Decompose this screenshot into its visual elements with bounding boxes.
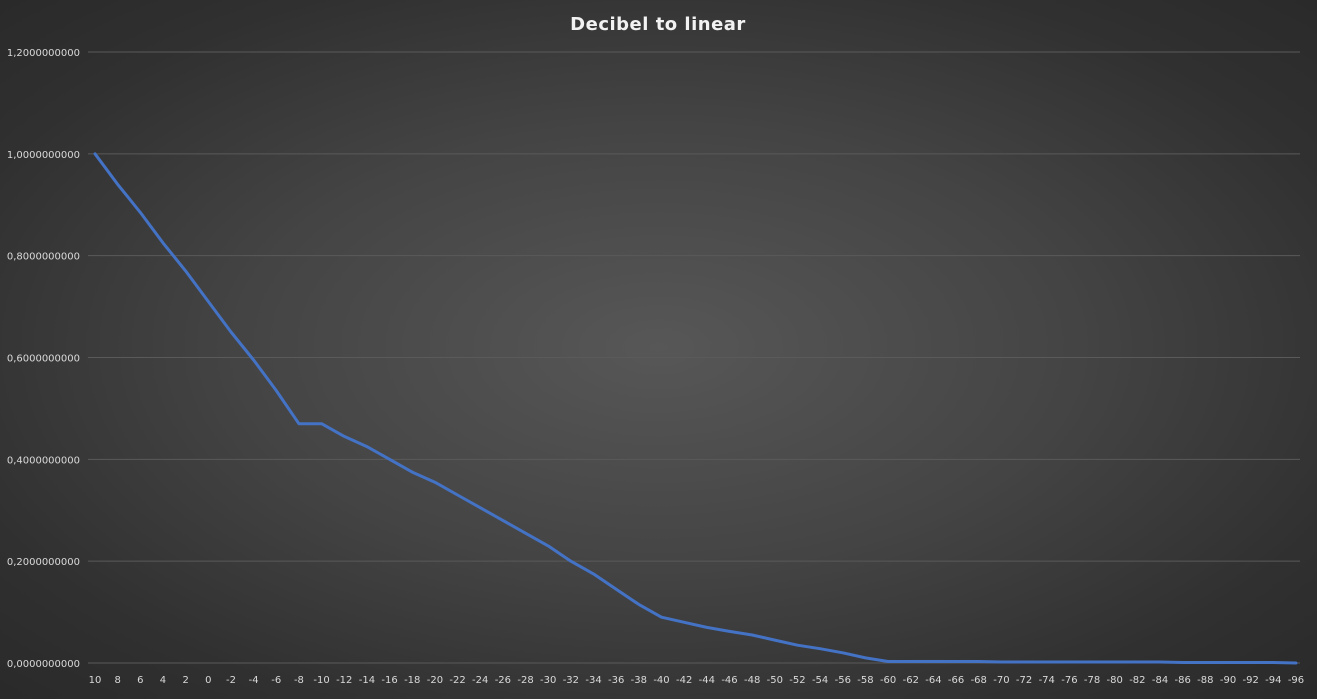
- gridlines: [88, 51, 1300, 664]
- x-tick-label: -88: [1197, 675, 1213, 686]
- x-tick-label: -76: [1061, 675, 1077, 686]
- x-tick-label: -48: [744, 675, 760, 686]
- x-tick-label: 6: [137, 675, 143, 686]
- x-tick-label: -58: [857, 675, 873, 686]
- x-tick-label: 4: [160, 675, 166, 686]
- x-tick-label: -32: [563, 675, 579, 686]
- x-tick-label: -54: [812, 675, 828, 686]
- x-tick-label: -38: [631, 675, 647, 686]
- x-tick-label: -28: [517, 675, 533, 686]
- x-tick-label: -42: [676, 675, 692, 686]
- series-line: [93, 152, 1298, 665]
- x-tick-label: -62: [903, 675, 919, 686]
- x-tick-label: -90: [1220, 675, 1236, 686]
- x-tick-label: -80: [1107, 675, 1123, 686]
- x-tick-label: -8: [294, 675, 304, 686]
- x-tick-label: -56: [835, 675, 851, 686]
- x-tick-label: -78: [1084, 675, 1100, 686]
- x-axis-tick-labels: 10 8 6 4 2 0 -2 -4 -6 -8 -10 -12 -14 -16 -18 -20 -22 -24-…: [89, 675, 1305, 686]
- y-axis-tick-labels: 0,0000000000 0,2000000000 0,4000000000 0,60…: [7, 48, 80, 670]
- x-tick-label: -2: [226, 675, 236, 686]
- x-tick-label: -82: [1129, 675, 1145, 686]
- y-tick-label: 1,0000000000: [7, 150, 80, 161]
- chart-title: Decibel to linear: [570, 14, 746, 35]
- x-tick-label: -14: [359, 675, 375, 686]
- x-tick-label: -94: [1265, 675, 1281, 686]
- x-tick-label: -4: [249, 675, 259, 686]
- x-tick-label: -18: [404, 675, 420, 686]
- y-tick-label: 1,2000000000: [7, 48, 80, 59]
- x-tick-label: -44: [699, 675, 715, 686]
- x-tick-label: -22: [449, 675, 465, 686]
- x-tick-label: -72: [1016, 675, 1032, 686]
- x-tick-label: -10: [313, 675, 329, 686]
- y-tick-label: 0,4000000000: [7, 455, 80, 466]
- x-tick-label: -24: [472, 675, 488, 686]
- x-tick-label: -6: [271, 675, 281, 686]
- x-tick-label: -50: [767, 675, 783, 686]
- y-tick-label: 0,0000000000: [7, 659, 80, 670]
- y-tick-label: 0,2000000000: [7, 557, 80, 568]
- x-tick-label: -74: [1039, 675, 1055, 686]
- x-tick-label: -68: [971, 675, 987, 686]
- x-tick-label: -96: [1288, 675, 1304, 686]
- x-tick-label: -84: [1152, 675, 1168, 686]
- x-tick-label: -60: [880, 675, 896, 686]
- x-tick-label: 10: [89, 675, 102, 686]
- x-tick-label: -36: [608, 675, 624, 686]
- x-tick-label: -30: [540, 675, 556, 686]
- x-tick-label: -46: [721, 675, 737, 686]
- x-tick-label: -34: [585, 675, 601, 686]
- x-tick-label: -64: [925, 675, 941, 686]
- x-tick-label: -40: [653, 675, 669, 686]
- y-tick-label: 0,6000000000: [7, 354, 80, 365]
- series-group: [93, 152, 1298, 665]
- x-tick-label: -70: [993, 675, 1009, 686]
- x-tick-label: 8: [114, 675, 120, 686]
- x-tick-label: -26: [495, 675, 511, 686]
- x-tick-label: -92: [1243, 675, 1259, 686]
- x-tick-label: -20: [427, 675, 443, 686]
- x-tick-label: 2: [182, 675, 188, 686]
- x-tick-label: -52: [789, 675, 805, 686]
- x-tick-label: -12: [336, 675, 352, 686]
- x-tick-label: -66: [948, 675, 964, 686]
- y-tick-label: 0,8000000000: [7, 252, 80, 263]
- x-tick-label: -16: [381, 675, 397, 686]
- x-tick-label: 0: [205, 675, 211, 686]
- x-tick-label: -86: [1175, 675, 1191, 686]
